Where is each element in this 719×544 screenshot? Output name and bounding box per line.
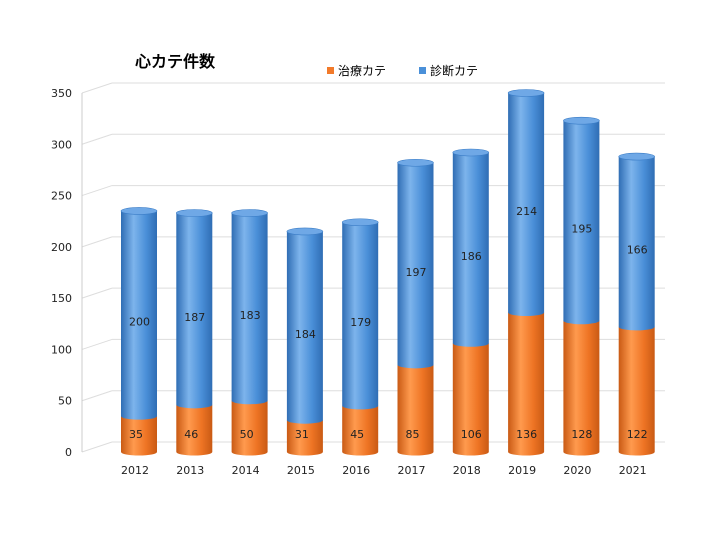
bar-cap [231, 209, 268, 217]
chart-title: 心カテ件数 [135, 52, 216, 71]
gridline-depth [81, 390, 113, 402]
y-tick-label: 0 [65, 446, 72, 459]
data-label-value: 136 [516, 428, 537, 441]
x-tick-label: 2017 [398, 464, 426, 477]
data-label-value: 195 [571, 223, 592, 236]
x-tick-label: 2016 [342, 464, 370, 477]
data-label-value: 183 [240, 309, 261, 322]
data-label-value: 186 [461, 250, 482, 263]
data-label-value: 197 [406, 266, 427, 279]
data-label-value: 200 [129, 316, 150, 329]
axes: 0 50 100 150 200 250 300 350 2012 2013 2014 2015 201… [51, 87, 647, 477]
x-tick-label: 2021 [619, 464, 647, 477]
x-tick-label: 2015 [287, 464, 315, 477]
bar-segment-治療カテ [397, 364, 434, 456]
y-tick-label: 150 [51, 292, 72, 305]
bar-segment-治療カテ [452, 343, 489, 456]
legend-swatch [419, 67, 426, 74]
bar-segment-診断カテ [231, 213, 268, 405]
gridline-depth [81, 133, 113, 145]
bar-segment-治療カテ [618, 326, 655, 456]
bar-segment-診断カテ [452, 152, 489, 347]
data-label-value: 45 [350, 428, 364, 441]
bar-segment-治療カテ [508, 312, 545, 456]
gridline-depth [81, 338, 113, 350]
bar-segment-診断カテ [176, 213, 213, 409]
bar-segment-治療カテ [121, 416, 157, 456]
bars [120, 89, 656, 456]
bar-cap [507, 89, 545, 97]
data-label-value: 128 [571, 428, 592, 441]
x-tick-label: 2013 [176, 464, 204, 477]
data-label-value: 187 [184, 311, 205, 324]
data-label-value: 214 [516, 205, 537, 218]
bar-cap [397, 158, 434, 167]
gridline-depth [81, 82, 113, 94]
bar-cap [341, 218, 379, 227]
legend: 治療カテ 診断カテ [327, 63, 478, 78]
legend-swatch [327, 67, 334, 74]
y-tick-label: 300 [51, 138, 72, 151]
bar-cap [452, 148, 490, 157]
bar-cap [286, 227, 324, 236]
x-tick-label: 2018 [453, 464, 481, 477]
gridline-depth [81, 287, 113, 299]
bar-segment-診断カテ [563, 120, 600, 325]
bar-segment-診断カテ [397, 162, 434, 369]
data-label-value: 184 [295, 328, 316, 341]
data-labels: 35 200 46 187 50 183 31 184 45 179 85 197 106 186 136 2… [129, 205, 648, 441]
data-label-value: 85 [406, 428, 420, 441]
x-tick-label: 2019 [508, 464, 536, 477]
y-tick-label: 250 [51, 190, 72, 203]
data-label-value: 50 [240, 428, 254, 441]
bar-segment-治療カテ [286, 420, 323, 456]
bar-segment-治療カテ [563, 320, 600, 456]
y-tick-label: 100 [51, 343, 72, 356]
bar-segment-治療カテ [231, 400, 268, 456]
gridline-depth [81, 441, 113, 453]
legend-label: 診断カテ [430, 63, 478, 78]
data-label-value: 179 [350, 316, 371, 329]
y-tick-label: 50 [58, 395, 72, 408]
y-tick-label: 200 [51, 241, 72, 254]
x-tick-label: 2014 [232, 464, 260, 477]
gridline-depth [81, 185, 113, 197]
bar-segment-治療カテ [176, 404, 213, 456]
data-label-value: 122 [627, 428, 648, 441]
bar-segment-診断カテ [286, 231, 323, 424]
data-label-value: 31 [295, 428, 309, 441]
bar-segment-診断カテ [508, 93, 545, 317]
data-label-value: 106 [461, 428, 482, 441]
bar-cap [618, 152, 656, 161]
bar-segment-診断カテ [618, 156, 655, 331]
x-tick-label: 2020 [563, 464, 591, 477]
gridline-depth [81, 236, 113, 248]
data-label-value: 46 [184, 428, 198, 441]
bar-segment-診断カテ [121, 210, 157, 420]
bar-cap [120, 207, 158, 215]
data-label-value: 35 [129, 428, 143, 441]
bar-segment-診断カテ [342, 222, 379, 410]
bar-cap [563, 116, 600, 125]
data-label-value: 166 [627, 244, 648, 257]
bar-cap [176, 209, 213, 217]
bar-segment-治療カテ [342, 405, 379, 456]
y-tick-label: 350 [51, 87, 72, 100]
legend-label: 治療カテ [338, 64, 386, 78]
x-tick-label: 2012 [121, 464, 149, 477]
